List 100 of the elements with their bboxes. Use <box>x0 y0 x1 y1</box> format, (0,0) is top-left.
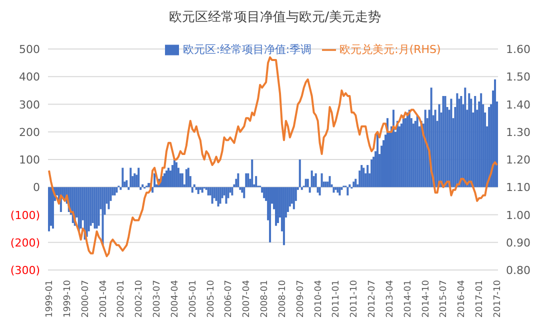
bar <box>338 187 341 196</box>
bar <box>348 184 351 188</box>
bar <box>161 176 164 188</box>
y-tick-label: 200 <box>19 126 40 139</box>
bar <box>362 168 365 188</box>
x-tick-label: 2017-10 <box>493 280 504 318</box>
bar <box>154 173 156 188</box>
legend-label: 欧元兑美元:月(RHS) <box>340 43 441 56</box>
x-tick-label: 2007-04 <box>242 280 252 318</box>
bar <box>78 187 80 232</box>
bar <box>140 187 142 190</box>
bar <box>94 187 96 229</box>
x-tick-label: 2016-04 <box>457 280 468 318</box>
bar <box>282 187 285 246</box>
y2-tick-label: 1.20 <box>506 154 530 166</box>
bar <box>247 173 250 188</box>
bar <box>165 170 168 188</box>
bar <box>114 187 116 196</box>
bar <box>376 132 379 188</box>
bar <box>225 187 228 204</box>
bar <box>456 93 458 188</box>
x-tick-label: 2009-07 <box>296 280 306 318</box>
x-tick-label: 2008-10 <box>278 280 288 318</box>
bar <box>306 178 309 188</box>
bar <box>298 160 301 188</box>
x-tick-label: 2017-01 <box>475 280 486 318</box>
bar <box>199 187 202 190</box>
bar <box>201 187 204 193</box>
bar <box>274 187 277 226</box>
bar <box>175 162 178 188</box>
bar <box>239 187 242 190</box>
bar <box>116 187 118 193</box>
bar <box>263 187 266 198</box>
bar <box>211 187 214 204</box>
bar <box>243 187 246 198</box>
bar <box>444 96 446 188</box>
chart-title: 欧元区经常项目净值与欧元/美元走势 <box>168 9 382 27</box>
y-tick-label: 500 <box>19 43 40 56</box>
bar <box>102 187 104 246</box>
x-tick-label: 2013-04 <box>385 280 396 318</box>
x-tick-label: 2003-07 <box>152 280 163 318</box>
bar <box>207 187 210 196</box>
y2-tick-label: 1.60 <box>506 43 530 56</box>
x-tick-label: 1999-10 <box>62 280 73 318</box>
bar <box>442 96 444 188</box>
bar <box>217 187 220 206</box>
x-tick-label: 2012-07 <box>368 280 378 318</box>
bar <box>392 110 394 188</box>
legend-label: 欧元区:经常项目净值:季调 <box>183 43 312 56</box>
bar <box>300 187 303 190</box>
bar <box>450 98 452 188</box>
y-tick-label: (200) <box>10 236 40 250</box>
x-tick-label: 2002-10 <box>134 280 145 318</box>
bar <box>195 187 198 190</box>
bar <box>86 187 88 237</box>
x-tick-label: 2005-01 <box>188 280 198 318</box>
x-tick-label: 2008-01 <box>260 280 270 318</box>
bar <box>98 187 100 226</box>
bar <box>494 79 496 188</box>
x-tick-label: 2010-04 <box>314 280 324 318</box>
bar <box>163 173 166 188</box>
y2-tick-label: 0.90 <box>506 236 530 250</box>
bar <box>346 187 349 196</box>
bar <box>128 187 130 190</box>
y-tick-label: 300 <box>19 98 40 112</box>
bar <box>237 173 240 188</box>
bar <box>320 173 323 188</box>
bar <box>328 176 331 188</box>
bar <box>187 168 190 188</box>
bar <box>193 184 196 188</box>
bar <box>464 88 466 188</box>
x-tick-label: 2002-01 <box>116 280 127 318</box>
bar <box>276 187 279 224</box>
x-tick-label: 2015-07 <box>439 280 450 318</box>
x-tick-label: 2001-04 <box>98 280 109 318</box>
bar <box>370 160 373 188</box>
bar <box>336 187 339 193</box>
x-tick-label: 2014-10 <box>421 280 432 318</box>
x-tick-label: 2005-10 <box>206 280 216 318</box>
bar <box>332 187 335 193</box>
bar <box>474 96 476 188</box>
bar <box>308 187 311 193</box>
bar <box>292 187 295 210</box>
bar <box>354 178 357 188</box>
bar <box>304 178 307 188</box>
bar <box>360 165 363 188</box>
bar <box>468 93 470 188</box>
y-tick-label: 100 <box>19 154 40 166</box>
bar <box>318 187 321 196</box>
bar <box>269 187 272 242</box>
bar <box>251 160 254 188</box>
bar <box>219 187 222 204</box>
bar <box>460 96 462 188</box>
bar <box>197 187 200 194</box>
x-tick-label: 2004-04 <box>170 280 180 318</box>
bar <box>231 187 234 196</box>
y-tick-label: (100) <box>10 208 40 222</box>
bar <box>416 115 418 188</box>
bar <box>142 184 144 188</box>
bar <box>352 182 355 188</box>
